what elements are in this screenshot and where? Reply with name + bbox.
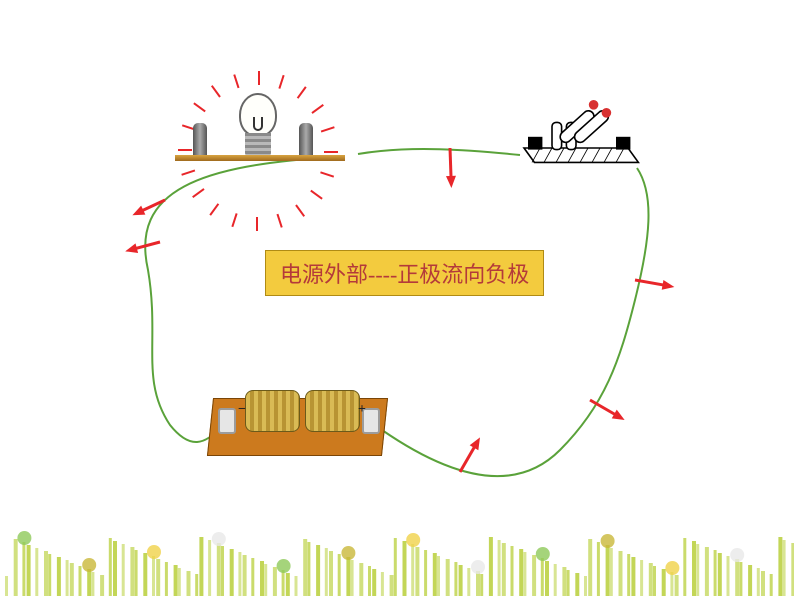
- bulb-board: [175, 155, 345, 161]
- circuit-wire: [0, 0, 794, 596]
- circuit-slide: − + 电源外部----正极流向负极: [0, 0, 794, 596]
- bulb-terminal-right: [299, 123, 313, 157]
- bulb-base: [245, 133, 271, 157]
- switch-drawing: [505, 100, 655, 172]
- bulb-filament: [253, 117, 263, 131]
- battery-clip-neg: [218, 408, 236, 434]
- grass-decoration: [0, 516, 794, 596]
- battery-plus-label: +: [358, 402, 366, 418]
- caption-label: 电源外部----正极流向负极: [265, 250, 544, 296]
- battery-cell-2: [305, 390, 360, 432]
- knife-switch: [505, 100, 655, 177]
- battery-cell-1: [245, 390, 300, 432]
- battery-minus-label: −: [238, 402, 246, 418]
- bulb-terminal-left: [193, 123, 207, 157]
- current-arrows: [0, 0, 794, 596]
